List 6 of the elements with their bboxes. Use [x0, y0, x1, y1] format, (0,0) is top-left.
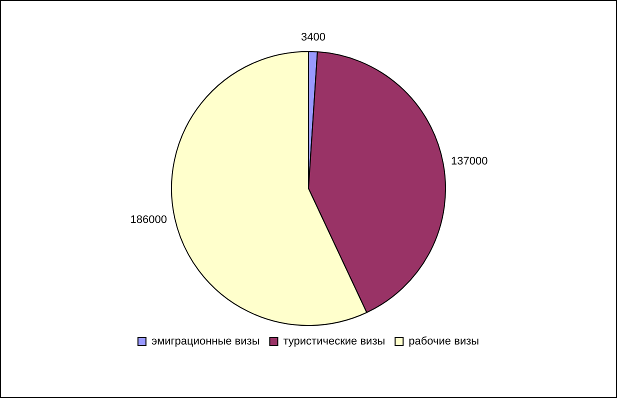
data-label: 186000: [130, 214, 167, 226]
legend-label: туристические визы: [283, 336, 386, 348]
legend-label: эмиграционные визы: [151, 336, 260, 348]
legend-label: рабочие визы: [408, 336, 480, 348]
data-label: 3400: [301, 32, 326, 44]
data-label: 137000: [450, 156, 488, 168]
